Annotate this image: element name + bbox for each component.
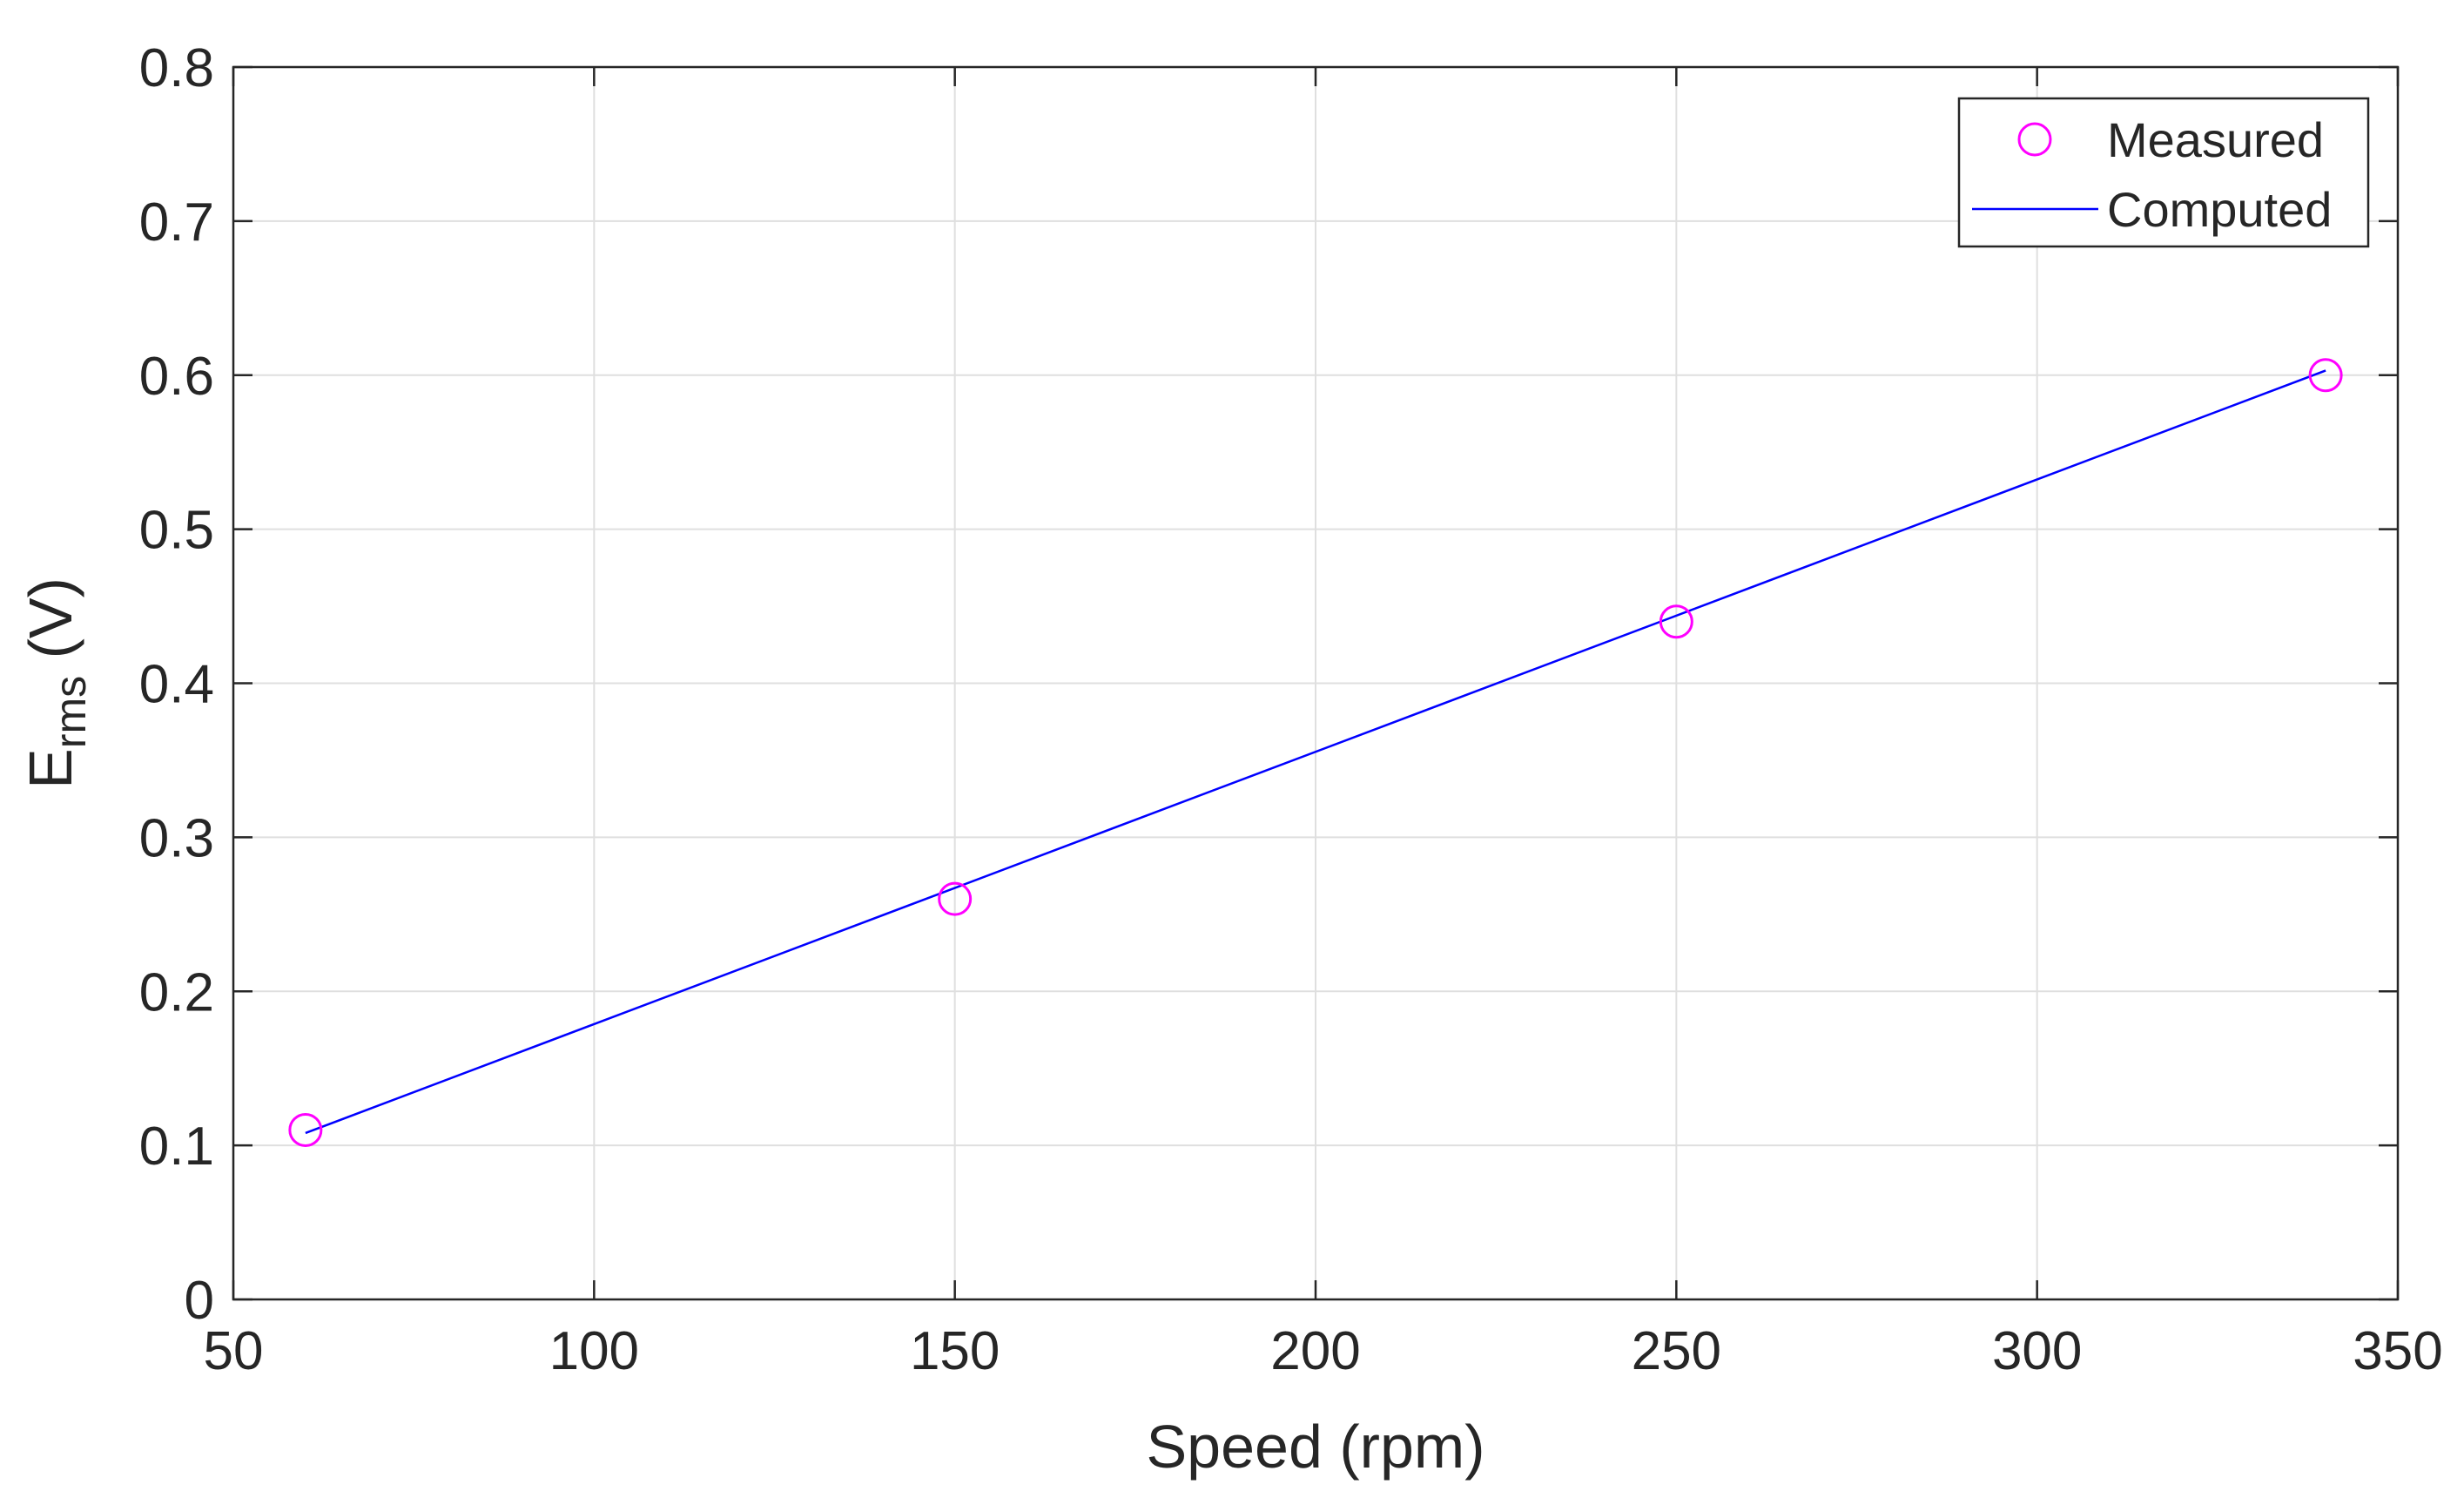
x-axis-label: Speed (rpm): [1146, 1413, 1484, 1481]
legend-label: Computed: [2107, 182, 2332, 237]
x-tick-label: 350: [2353, 1321, 2442, 1381]
measured-point: [288, 1112, 323, 1147]
y-axis-label-suffix: (V): [17, 577, 84, 676]
x-tick-label: 50: [204, 1321, 264, 1381]
axis-ticks: 50 100 150 200 250 300 350 0 0.1 0.2 0.3 0.4 0.5 0.6 0…: [139, 38, 2443, 1381]
legend-box: [1957, 97, 2370, 248]
measured-point: [1659, 604, 1693, 639]
x-tick-label: 150: [910, 1321, 1000, 1381]
y-tick-label: 0.5: [139, 501, 214, 561]
plot-area: [288, 358, 2343, 1147]
y-tick-label: 0.8: [139, 38, 214, 98]
y-tick-label: 0: [185, 1271, 214, 1331]
measured-point: [2308, 358, 2343, 393]
y-tick-label: 0.1: [139, 1117, 214, 1177]
x-tick-label: 250: [1632, 1321, 1721, 1381]
legend: Measured Computed: [1957, 97, 2370, 248]
y-axis-label-main: E: [17, 748, 84, 789]
legend-label: Measured: [2107, 112, 2324, 167]
computed-series-line: [305, 369, 2326, 1135]
y-tick-label: 0.7: [139, 192, 214, 253]
x-tick-label: 100: [549, 1321, 639, 1381]
legend-marker-measured: [2017, 122, 2052, 157]
x-tick-label: 300: [1992, 1321, 2082, 1381]
y-tick-label: 0.3: [139, 808, 214, 868]
y-tick-label: 0.6: [139, 347, 214, 407]
y-axis-label: Erms (V): [17, 577, 95, 789]
y-tick-label: 0.2: [139, 962, 214, 1022]
measured-point: [938, 881, 973, 916]
x-tick-label: 200: [1270, 1321, 1360, 1381]
y-axis-label-subscript: rms: [46, 676, 95, 748]
y-tick-label: 0.4: [139, 655, 214, 715]
